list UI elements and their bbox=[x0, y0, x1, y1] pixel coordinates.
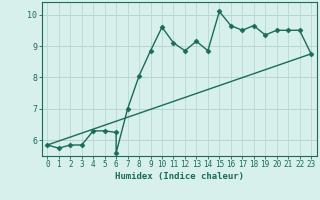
X-axis label: Humidex (Indice chaleur): Humidex (Indice chaleur) bbox=[115, 172, 244, 181]
